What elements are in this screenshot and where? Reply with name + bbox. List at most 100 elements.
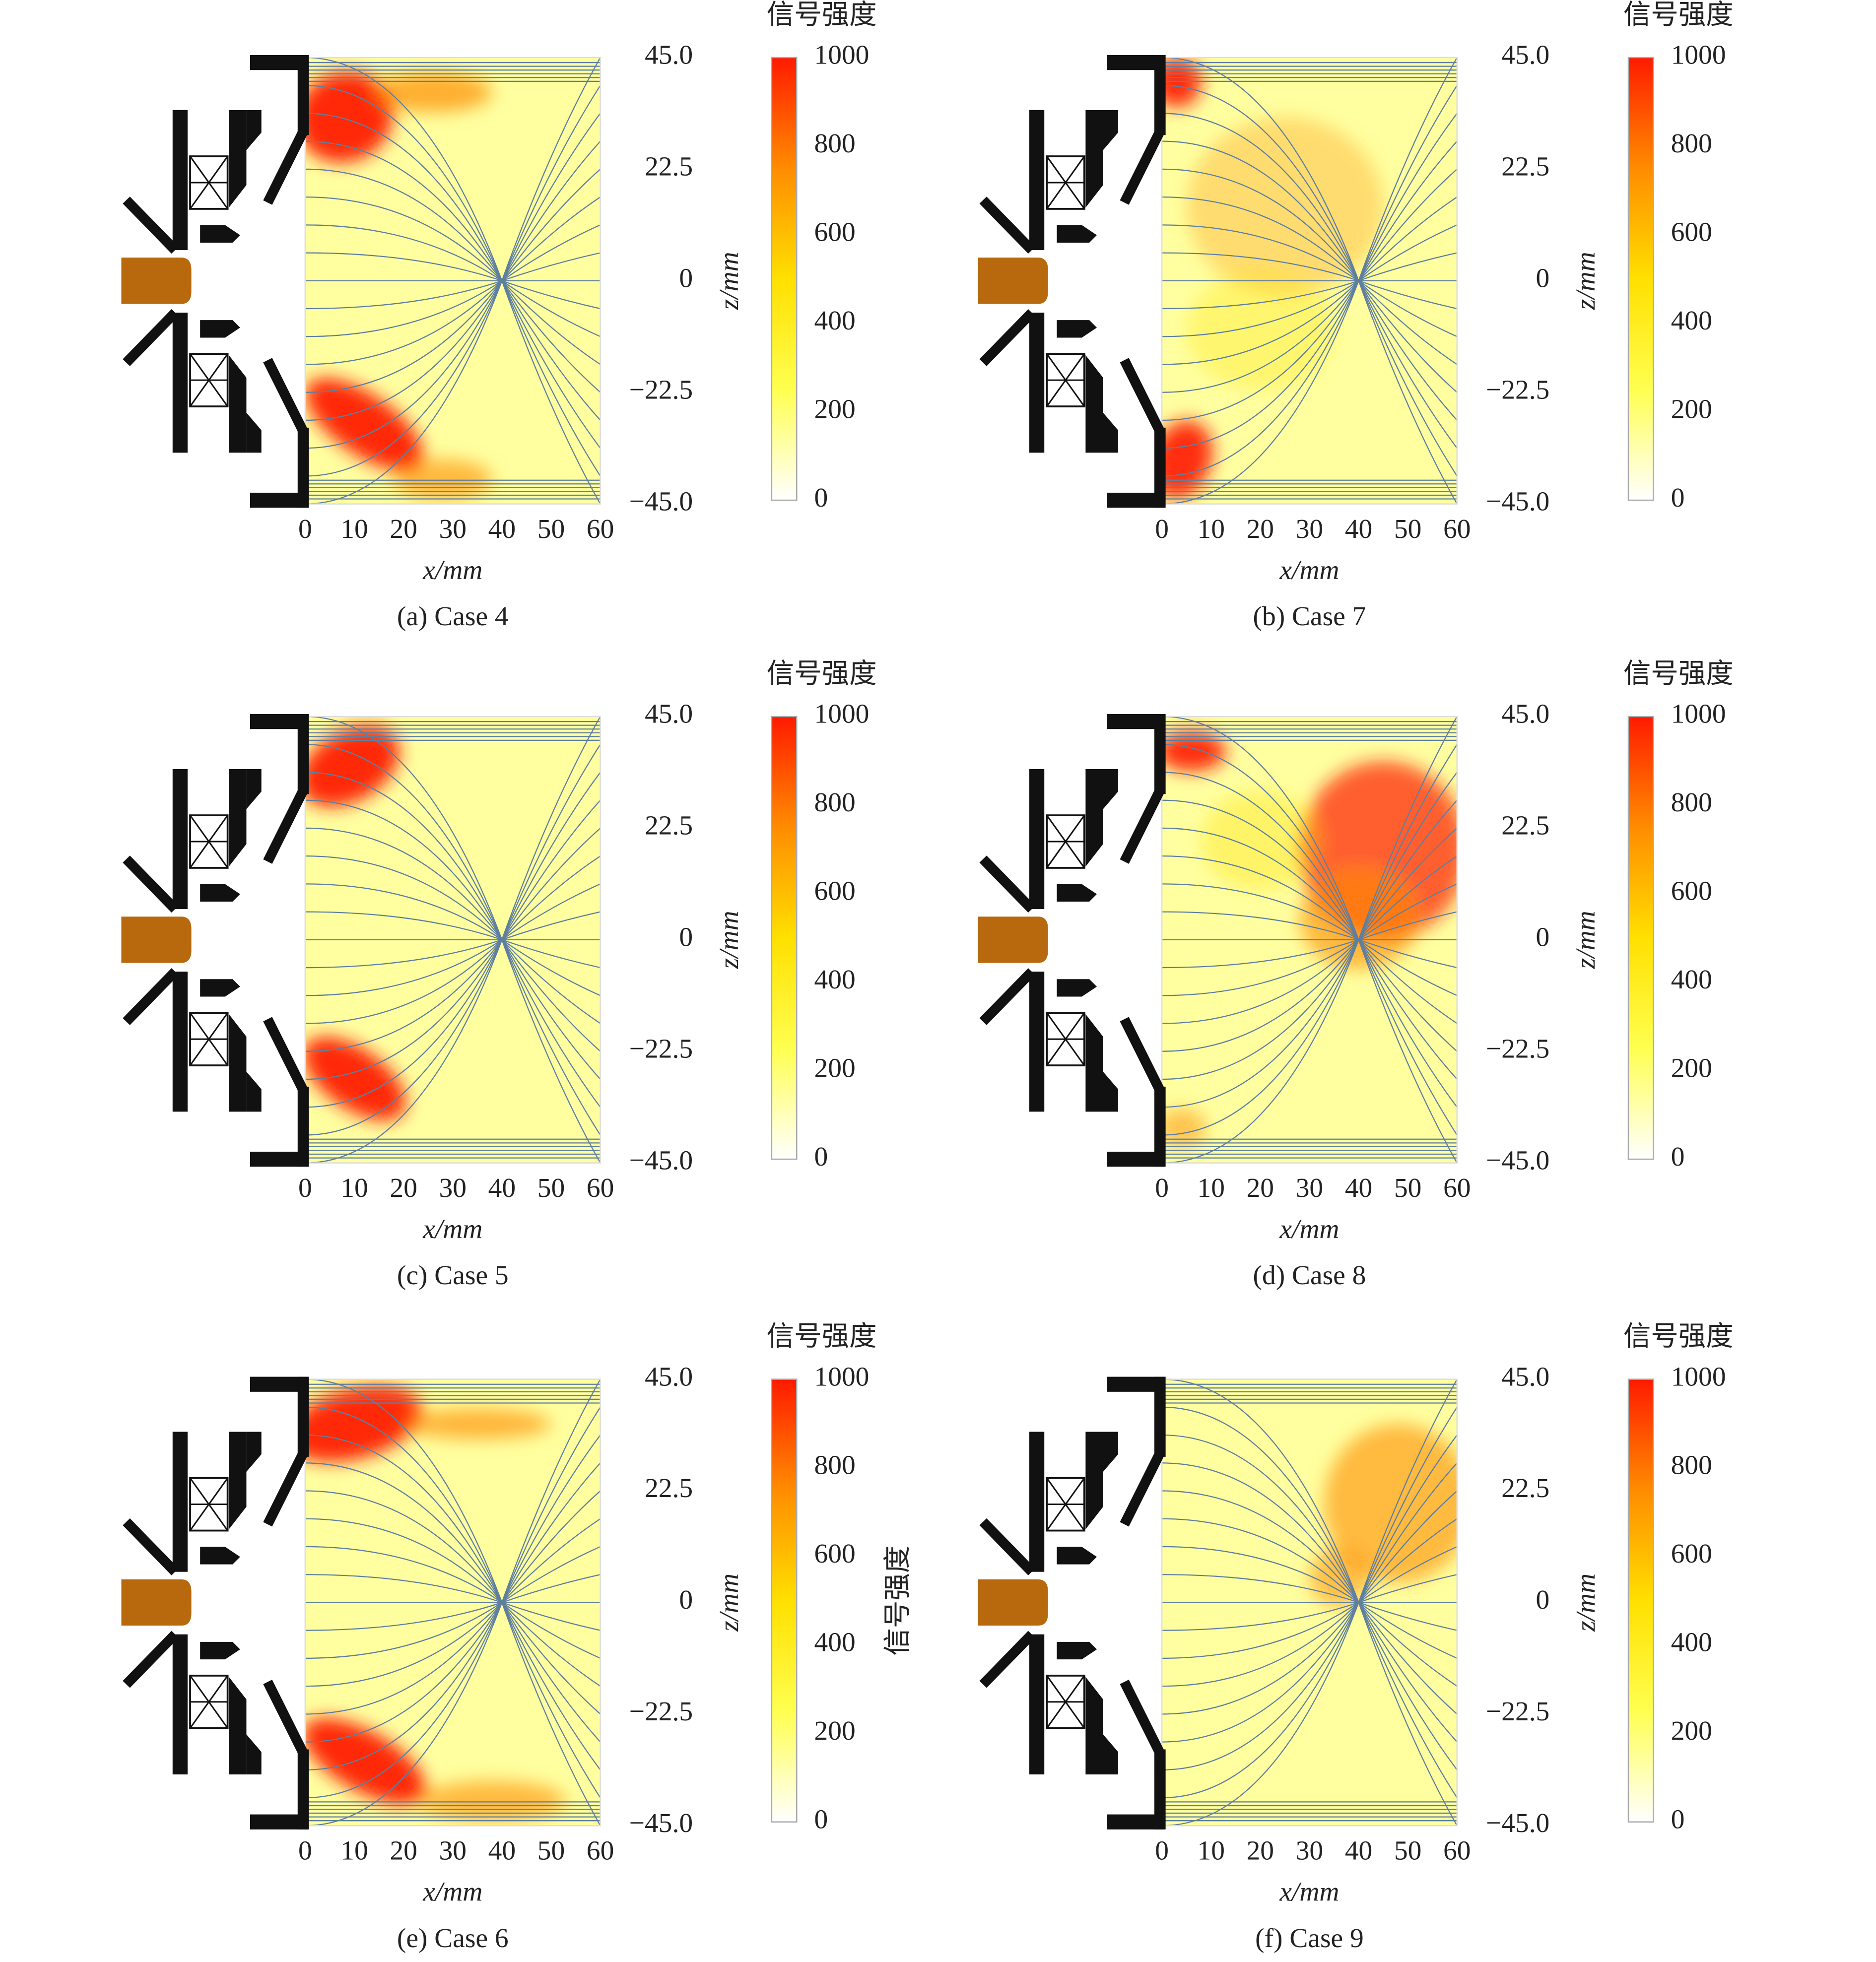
streamline xyxy=(1358,1490,1457,1603)
x-tick-label: 0 xyxy=(1155,1835,1169,1865)
streamline xyxy=(1162,827,1359,940)
streamline xyxy=(1162,1602,1359,1743)
streamline xyxy=(305,939,502,996)
x-tick-label: 0 xyxy=(298,1835,312,1865)
x-tick-label: 20 xyxy=(390,1835,417,1865)
streamline xyxy=(1358,1602,1457,1687)
x-tick-label: 30 xyxy=(1296,1173,1323,1203)
colorbar-label: 信号强度 xyxy=(882,1546,913,1656)
streamline xyxy=(305,1490,503,1603)
streamline xyxy=(305,939,503,1052)
x-tick-label: 40 xyxy=(488,514,516,544)
x-axis-label: x/mm xyxy=(422,555,482,585)
streamline xyxy=(1358,85,1457,281)
colorbar-tick-label: 800 xyxy=(1671,1450,1712,1480)
x-tick-label: 30 xyxy=(439,1173,467,1203)
y-tick-label: 22.5 xyxy=(645,810,693,841)
colorbar-tick-label: 200 xyxy=(1671,393,1712,424)
streamline xyxy=(1162,939,1359,996)
y-tick-label: 45.0 xyxy=(1501,699,1549,729)
streamline xyxy=(1162,772,1359,940)
colorbar-tick-label: 1000 xyxy=(1671,1361,1726,1391)
intensity-region xyxy=(305,1386,422,1462)
streamline xyxy=(1162,113,1359,281)
streamline xyxy=(1358,280,1457,449)
colorbar-tick-label: 200 xyxy=(814,393,856,424)
x-tick-label: 10 xyxy=(340,1835,368,1865)
streamline xyxy=(1162,939,1359,1024)
streamline xyxy=(1162,939,1359,1108)
intensity-region xyxy=(418,1781,566,1821)
x-tick-label: 20 xyxy=(1247,1835,1274,1865)
plot-frame xyxy=(304,57,601,505)
streamline xyxy=(1162,252,1359,281)
streamline xyxy=(1162,85,1359,281)
streamline xyxy=(501,939,601,969)
x-tick-label: 60 xyxy=(1443,514,1471,544)
streamline xyxy=(1358,140,1457,281)
streamline xyxy=(1358,939,1457,1136)
streamline xyxy=(1162,280,1359,477)
x-tick-label: 20 xyxy=(1247,514,1274,544)
streamline xyxy=(305,168,503,281)
streamline xyxy=(501,1518,601,1603)
y-axis-label: z/mm xyxy=(1570,911,1601,969)
streamline xyxy=(305,1518,503,1603)
streamline xyxy=(501,1462,601,1603)
y-tick-label: −22.5 xyxy=(629,1033,693,1063)
streamline xyxy=(1162,1602,1359,1631)
plot-area xyxy=(305,57,601,504)
x-tick-label: 50 xyxy=(1394,514,1421,544)
x-tick-label: 40 xyxy=(1345,1835,1372,1865)
streamline xyxy=(1358,939,1457,1108)
colorbar-tick-label: 1000 xyxy=(814,40,870,70)
x-tick-label: 50 xyxy=(537,514,565,544)
streamline xyxy=(1358,939,1457,1024)
x-tick-label: 10 xyxy=(1197,1835,1224,1865)
streamline xyxy=(1162,855,1359,940)
streamline xyxy=(1358,1379,1457,1603)
x-axis-label: x/mm xyxy=(422,1877,482,1907)
streamline xyxy=(1162,744,1359,940)
y-tick-label: 22.5 xyxy=(645,1473,693,1503)
streamline xyxy=(1162,1602,1359,1770)
x-tick-label: 60 xyxy=(1443,1173,1471,1203)
streamline xyxy=(1358,224,1457,281)
colorbar-tick-label: 800 xyxy=(1671,787,1712,817)
x-tick-label: 10 xyxy=(1197,514,1224,544)
streamline xyxy=(305,140,503,281)
x-tick-label: 50 xyxy=(537,1173,565,1203)
streamline xyxy=(1358,280,1457,393)
plot-frame xyxy=(1161,716,1458,1164)
y-tick-label: 45.0 xyxy=(1501,40,1549,70)
streamline xyxy=(305,939,502,969)
streamline xyxy=(501,280,601,310)
colorbar xyxy=(1627,716,1654,1160)
streamline xyxy=(501,717,601,940)
streamline xyxy=(1358,1602,1457,1826)
streamline xyxy=(305,939,503,1080)
plot-frame xyxy=(304,1378,601,1827)
colorbar-tick-label: 800 xyxy=(814,1450,856,1480)
intensity-region xyxy=(1299,870,1418,970)
colorbar-tick-label: 400 xyxy=(1671,964,1712,994)
colorbar-tick-label: 400 xyxy=(814,964,856,994)
streamline xyxy=(501,828,601,940)
panel: 0 10 20 30 40 50 60 x/mm 45.0 22.5 0 −22.5 −45.0 z/mm… xyxy=(121,658,877,1290)
streamline xyxy=(305,883,502,940)
streamline xyxy=(305,280,503,477)
colorbar-tick-label: 800 xyxy=(1671,128,1712,158)
streamline xyxy=(501,280,601,477)
streamline xyxy=(1162,1406,1359,1603)
streamline xyxy=(305,280,502,310)
streamline xyxy=(501,113,601,281)
intensity-field xyxy=(1162,731,1457,1148)
intensity-region xyxy=(1201,790,1320,890)
streamline xyxy=(1358,939,1457,1163)
streamline xyxy=(1358,828,1457,940)
colorbar-tick-label: 400 xyxy=(1671,305,1712,335)
streamline xyxy=(1358,1602,1457,1798)
streamline xyxy=(305,196,503,281)
streamline xyxy=(1358,939,1457,1052)
intensity-region xyxy=(305,378,423,471)
